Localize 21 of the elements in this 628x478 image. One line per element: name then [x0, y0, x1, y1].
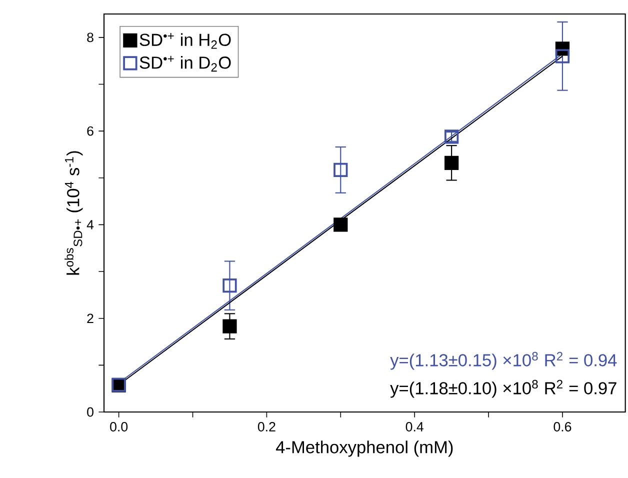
annotation: y=(1.18±0.10) ×10$^{8}$ R$^{2}$ = 0.97	[390, 380, 616, 398]
y-tick-label: 4	[86, 220, 94, 230]
x-tick-label: 0.0	[110, 422, 128, 432]
point	[334, 162, 348, 177]
y-tick-label: 2	[87, 314, 94, 323]
point	[444, 156, 459, 170]
y-axis-title: k$^{obs}$$_{SD•+}$ (10$^{4}$ s$^{-1}$)	[64, 151, 83, 275]
x-tick-label: 0.6	[554, 422, 572, 432]
y-tick-label: 6	[87, 126, 94, 136]
y-tick-label: 0	[87, 407, 94, 417]
x-tick-label: 0.4	[406, 422, 424, 432]
point	[222, 278, 237, 293]
x-axis-title: 4-Methoxyphenol (mM)	[276, 440, 453, 457]
annotation: y=(1.13±0.15) ×10$^{8}$ R$^{2}$ = 0.94	[390, 352, 617, 370]
point	[555, 49, 570, 64]
legend-label: SD$^{•+}$ in H$_{2}$O	[140, 33, 231, 49]
y-tick-label: 8	[87, 32, 94, 42]
x-tick-label: 0.2	[258, 422, 276, 432]
point	[222, 319, 237, 334]
point	[334, 218, 348, 232]
legend-label: SD$^{•+}$ in D$_{2}$O	[140, 56, 231, 72]
